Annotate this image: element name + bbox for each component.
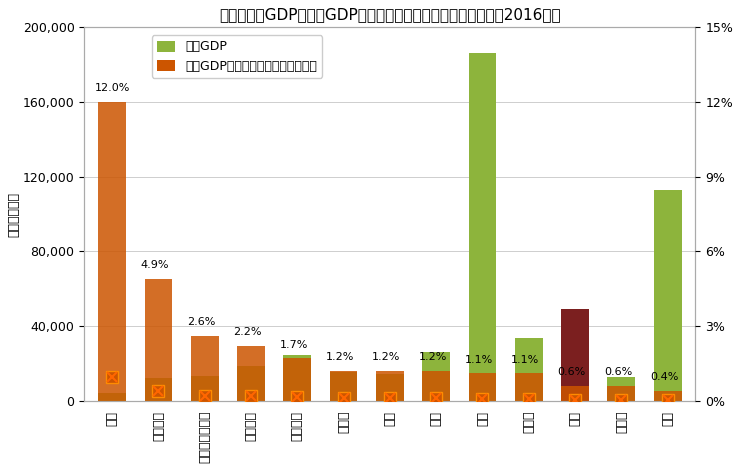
Text: 1.2%: 1.2% [372, 352, 400, 362]
Text: 2.6%: 2.6% [187, 317, 215, 328]
Text: 0.4%: 0.4% [650, 372, 679, 382]
Title: 各国の名目GDPと名目GDPに対するインバウンド消費の割合（2016年）: 各国の名目GDPと名目GDPに対するインバウンド消費の割合（2016年） [219, 7, 561, 22]
Text: 1.1%: 1.1% [465, 355, 493, 365]
Bar [423, 371, 450, 401]
Text: 2.2%: 2.2% [233, 327, 262, 337]
Bar [237, 346, 265, 401]
Bar [561, 386, 589, 401]
Text: 0.6%: 0.6% [557, 367, 586, 377]
Bar [561, 309, 589, 401]
Y-axis label: （億米ドル）: （億米ドル） [7, 192, 20, 236]
Bar [144, 279, 172, 401]
Text: 1.2%: 1.2% [326, 352, 354, 362]
Bar [283, 355, 312, 401]
Bar [608, 377, 635, 401]
Bar [608, 386, 635, 401]
Text: 1.7%: 1.7% [280, 340, 308, 350]
Bar [423, 352, 450, 401]
Bar [330, 372, 357, 401]
Bar [98, 102, 126, 401]
Bar [144, 378, 172, 401]
Bar [653, 391, 682, 401]
Bar [98, 393, 126, 401]
Bar [468, 54, 497, 401]
Bar [376, 371, 404, 401]
Bar [468, 374, 497, 401]
Text: 1.1%: 1.1% [511, 355, 539, 365]
Text: 1.2%: 1.2% [419, 352, 447, 362]
Bar [330, 371, 357, 401]
Bar [515, 374, 542, 401]
Bar [237, 366, 265, 401]
Bar [283, 359, 312, 401]
Legend: 名目GDP, 名目GDPに対するインバウンド消費: 名目GDP, 名目GDPに対するインバウンド消費 [152, 35, 323, 78]
Bar [653, 190, 682, 401]
Text: 12.0%: 12.0% [95, 83, 130, 93]
Bar [376, 375, 404, 401]
Text: 4.9%: 4.9% [141, 260, 169, 270]
Bar [191, 376, 218, 401]
Text: 0.6%: 0.6% [604, 367, 632, 377]
Bar [191, 336, 218, 401]
Bar [515, 338, 542, 401]
